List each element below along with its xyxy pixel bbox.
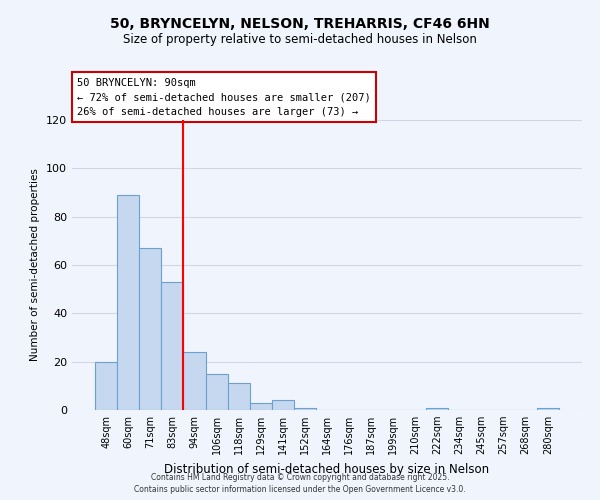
Y-axis label: Number of semi-detached properties: Number of semi-detached properties: [31, 168, 40, 362]
Text: Size of property relative to semi-detached houses in Nelson: Size of property relative to semi-detach…: [123, 32, 477, 46]
Text: 50, BRYNCELYN, NELSON, TREHARRIS, CF46 6HN: 50, BRYNCELYN, NELSON, TREHARRIS, CF46 6…: [110, 18, 490, 32]
Bar: [206, 374, 227, 410]
Bar: [139, 248, 161, 410]
Bar: [427, 408, 448, 410]
Text: 50 BRYNCELYN: 90sqm
← 72% of semi-detached houses are smaller (207)
26% of semi-: 50 BRYNCELYN: 90sqm ← 72% of semi-detach…: [77, 78, 371, 117]
Bar: [250, 403, 272, 410]
Bar: [95, 362, 117, 410]
Bar: [537, 408, 559, 410]
Text: Contains public sector information licensed under the Open Government Licence v3: Contains public sector information licen…: [134, 484, 466, 494]
Bar: [294, 408, 316, 410]
Bar: [161, 282, 184, 410]
Bar: [184, 352, 206, 410]
X-axis label: Distribution of semi-detached houses by size in Nelson: Distribution of semi-detached houses by …: [164, 462, 490, 475]
Text: Contains HM Land Registry data © Crown copyright and database right 2025.: Contains HM Land Registry data © Crown c…: [151, 473, 449, 482]
Bar: [272, 400, 294, 410]
Bar: [117, 195, 139, 410]
Bar: [227, 384, 250, 410]
